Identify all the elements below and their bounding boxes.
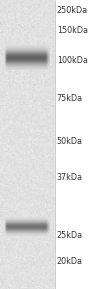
Text: 250kDa: 250kDa: [57, 5, 88, 15]
Text: 150kDa: 150kDa: [57, 26, 88, 35]
Text: 75kDa: 75kDa: [57, 94, 83, 103]
Text: 20kDa: 20kDa: [57, 257, 83, 266]
Bar: [54, 0, 109, 289]
Text: 25kDa: 25kDa: [57, 231, 83, 240]
Text: 100kDa: 100kDa: [57, 56, 88, 65]
Text: 37kDa: 37kDa: [57, 173, 83, 182]
Text: 50kDa: 50kDa: [57, 137, 83, 146]
